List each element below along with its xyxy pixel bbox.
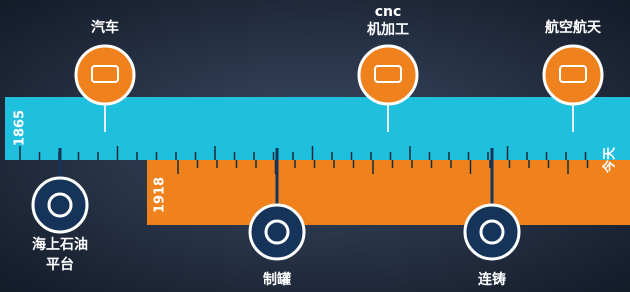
year-label: 今天 bbox=[602, 146, 618, 174]
event-label: 制罐 bbox=[263, 271, 291, 288]
event-label: 航空航天 bbox=[545, 19, 602, 36]
pin-icon bbox=[359, 46, 417, 104]
pin-icon bbox=[76, 46, 134, 104]
pin-icon bbox=[250, 205, 304, 259]
ruler-1918 bbox=[147, 160, 630, 225]
year-label: 1865 bbox=[13, 110, 28, 146]
event-label: 机加工 bbox=[367, 21, 409, 38]
event-label: 海上石油 bbox=[32, 236, 88, 253]
event-label: 连铸 bbox=[478, 271, 506, 288]
event-label: cnc bbox=[375, 4, 402, 20]
ruler-1865 bbox=[5, 97, 630, 160]
event-label: 平台 bbox=[46, 256, 74, 273]
pin-icon bbox=[465, 205, 519, 259]
page: {"timeline": {"start": "1865", "second_s… bbox=[0, 0, 630, 292]
year-label: 1918 bbox=[153, 177, 168, 213]
pin-icon bbox=[544, 46, 602, 104]
event-label: 汽车 bbox=[91, 19, 119, 36]
pin-icon bbox=[33, 178, 87, 232]
timeline-graphic: 1865 1918 今天 汽车 cnc机加工 航空航天海上石油平台制罐 连铸 bbox=[0, 0, 630, 292]
